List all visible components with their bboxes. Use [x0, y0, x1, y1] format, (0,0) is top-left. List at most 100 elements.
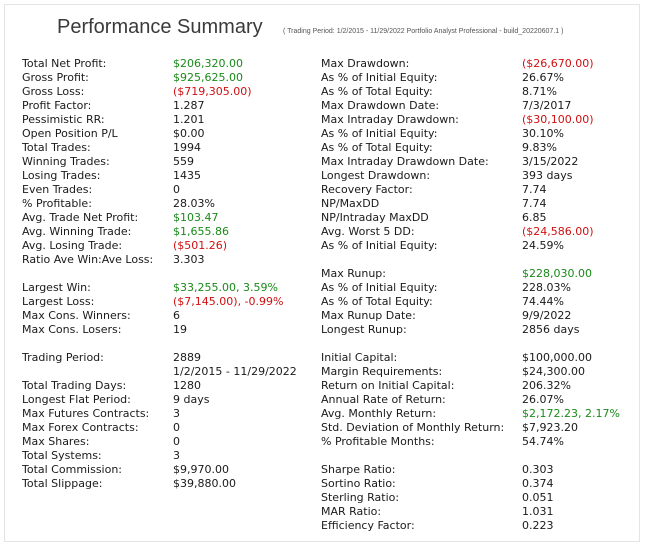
metric-row: Sterling Ratio: 0.051 — [321, 491, 631, 505]
metric-label: Longest Runup: — [321, 323, 407, 336]
metric-value: $33,255.00, 3.59% — [173, 281, 278, 294]
metric-row: Largest Win: $33,255.00, 3.59% — [22, 281, 302, 295]
metric-value: 3 — [173, 407, 180, 420]
metric-row: Avg. Worst 5 DD: ($24,586.00) — [321, 225, 631, 239]
metric-label: % Profitable Months: — [321, 435, 435, 448]
metric-value: 24.59% — [522, 239, 564, 252]
metric-value: $39,880.00 — [173, 477, 236, 490]
section-gap — [22, 337, 302, 351]
metric-label: Return on Initial Capital: — [321, 379, 455, 392]
metric-label: Margin Requirements: — [321, 365, 443, 378]
metric-label: Max Intraday Drawdown Date: — [321, 155, 489, 168]
metric-row: Avg. Monthly Return: $2,172.23, 2.17% — [321, 407, 631, 421]
metric-row: Avg. Losing Trade: ($501.26) — [22, 239, 302, 253]
metric-row: Max Forex Contracts: 0 — [22, 421, 302, 435]
metric-row: Max Intraday Drawdown: ($30,100.00) — [321, 113, 631, 127]
metric-value: $100,000.00 — [522, 351, 592, 364]
metric-value: 7.74 — [522, 183, 547, 196]
metric-value: 2856 days — [522, 323, 580, 336]
metric-label: Sterling Ratio: — [321, 491, 400, 504]
metric-row: Trading Period: 2889 — [22, 351, 302, 365]
report-title: Performance Summary — [57, 16, 263, 38]
metric-label: Avg. Worst 5 DD: — [321, 225, 415, 238]
metric-label: Largest Loss: — [22, 295, 95, 308]
metric-label: Max Runup Date: — [321, 309, 416, 322]
metric-value: ($30,100.00) — [522, 113, 594, 126]
metric-value: 1.287 — [173, 99, 205, 112]
metric-value: 0.374 — [522, 477, 554, 490]
metric-row: Sharpe Ratio: 0.303 — [321, 463, 631, 477]
metric-label: Avg. Losing Trade: — [22, 239, 123, 252]
metric-row: NP/MaxDD 7.74 — [321, 197, 631, 211]
metric-value: 0.223 — [522, 519, 554, 532]
metric-label: Total Systems: — [22, 449, 102, 462]
metric-label: Pessimistic RR: — [22, 113, 105, 126]
metric-value: 3/15/2022 — [522, 155, 579, 168]
metric-value: 3 — [173, 449, 180, 462]
metric-label: Profit Factor: — [22, 99, 92, 112]
metric-value: 393 days — [522, 169, 573, 182]
metric-row: Efficiency Factor: 0.223 — [321, 519, 631, 533]
metric-value: 206.32% — [522, 379, 571, 392]
metric-label: Longest Flat Period: — [22, 393, 131, 406]
metric-value: 1/2/2015 - 11/29/2022 — [173, 365, 297, 378]
metric-label: Max Cons. Winners: — [22, 309, 131, 322]
section-gap — [321, 449, 631, 463]
metric-row: Total Net Profit: $206,320.00 — [22, 57, 302, 71]
metric-row: Longest Drawdown: 393 days — [321, 169, 631, 183]
metric-label: Max Runup: — [321, 267, 386, 280]
metric-row: As % of Initial Equity: 228.03% — [321, 281, 631, 295]
metric-label: Avg. Monthly Return: — [321, 407, 437, 420]
metric-value: 30.10% — [522, 127, 564, 140]
metric-label: As % of Initial Equity: — [321, 71, 438, 84]
metric-row: % Profitable: 28.03% — [22, 197, 302, 211]
metric-row: Max Runup Date: 9/9/2022 — [321, 309, 631, 323]
metric-label: As % of Initial Equity: — [321, 127, 438, 140]
metric-row: Total Commission: $9,970.00 — [22, 463, 302, 477]
metric-label: Sharpe Ratio: — [321, 463, 396, 476]
metric-row: Gross Loss: ($719,305.00) — [22, 85, 302, 99]
metric-row: Max Intraday Drawdown Date: 3/15/2022 — [321, 155, 631, 169]
metric-value: 8.71% — [522, 85, 557, 98]
metric-label: Max Cons. Losers: — [22, 323, 122, 336]
section-gap — [321, 337, 631, 351]
metric-label: Max Intraday Drawdown: — [321, 113, 459, 126]
metric-value: 1.031 — [522, 505, 554, 518]
metric-label: Total Trades: — [22, 141, 91, 154]
metric-label: NP/Intraday MaxDD — [321, 211, 429, 224]
metric-label: Even Trades: — [22, 183, 93, 196]
right-metrics-column: Max Drawdown: ($26,670.00) As % of Initial… — [321, 57, 631, 533]
metric-label: As % of Total Equity: — [321, 295, 433, 308]
metric-row: Recovery Factor: 7.74 — [321, 183, 631, 197]
metric-row: Even Trades: 0 — [22, 183, 302, 197]
metric-value: $925,625.00 — [173, 71, 243, 84]
metric-row: 1/2/2015 - 11/29/2022 — [22, 365, 302, 379]
section-gap — [321, 253, 631, 267]
metric-row: Ratio Ave Win:Ave Loss: 3.303 — [22, 253, 302, 267]
metric-row: Winning Trades: 559 — [22, 155, 302, 169]
metric-label: Max Drawdown: — [321, 57, 410, 70]
metric-value: 1435 — [173, 169, 201, 182]
metric-value: 9/9/2022 — [522, 309, 572, 322]
metric-row: Max Futures Contracts: 3 — [22, 407, 302, 421]
metric-label: Avg. Trade Net Profit: — [22, 211, 139, 224]
metric-label: Recovery Factor: — [321, 183, 413, 196]
metric-label: Max Drawdown Date: — [321, 99, 440, 112]
metric-label: Largest Win: — [22, 281, 91, 294]
metric-value: 28.03% — [173, 197, 215, 210]
metric-label: Total Slippage: — [22, 477, 103, 490]
metric-row: Std. Deviation of Monthly Return: $7,923.… — [321, 421, 631, 435]
metric-value: 0.051 — [522, 491, 554, 504]
metric-value: 6 — [173, 309, 180, 322]
metric-row: Open Position P/L $0.00 — [22, 127, 302, 141]
metric-label: Avg. Winning Trade: — [22, 225, 132, 238]
metric-value: 0 — [173, 435, 180, 448]
metric-row: Max Cons. Winners: 6 — [22, 309, 302, 323]
metric-label: As % of Total Equity: — [321, 85, 433, 98]
metric-label: NP/MaxDD — [321, 197, 380, 210]
metric-label: % Profitable: — [22, 197, 92, 210]
metric-value: 0 — [173, 421, 180, 434]
metric-row: As % of Total Equity: 9.83% — [321, 141, 631, 155]
metric-label: Total Commission: — [22, 463, 123, 476]
metric-value: 74.44% — [522, 295, 564, 308]
